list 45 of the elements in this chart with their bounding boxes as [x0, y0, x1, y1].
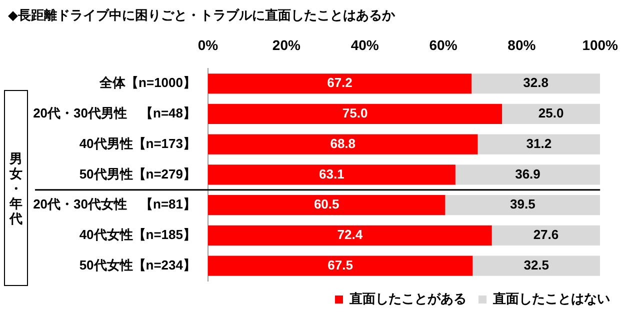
data-label: 27.6: [533, 227, 559, 242]
bar: [208, 134, 478, 154]
y-tick-label: 40代女性【n=185】: [79, 227, 196, 242]
bar: [445, 195, 600, 216]
bar: [472, 256, 600, 276]
data-label: 25.0: [538, 106, 564, 121]
data-label: 39.5: [510, 196, 536, 212]
data-label: 68.8: [330, 136, 356, 151]
bar: [471, 74, 600, 94]
y-tick-label: 40代男性【n=173】: [79, 136, 196, 151]
bar: [478, 134, 600, 154]
bar: [492, 225, 600, 246]
bar: [502, 104, 600, 124]
data-label: 67.2: [327, 75, 352, 90]
data-label: 31.2: [526, 136, 552, 151]
data-label: 32.5: [524, 257, 550, 272]
y-tick-label: 20代・30代女性 【n=81】: [33, 196, 196, 212]
bar: [208, 74, 472, 94]
bar: [208, 195, 446, 216]
data-label: 75.0: [342, 106, 368, 121]
x-tick-label: 40%: [350, 36, 380, 53]
y-tick-label: 20代・30代男性 【n=48】: [33, 106, 196, 121]
bar: [208, 225, 492, 246]
bar: [455, 164, 600, 185]
legend-label: 直面したことがある: [348, 291, 466, 306]
data-label: 67.5: [328, 257, 353, 272]
bar: [208, 256, 473, 276]
x-tick-label: 20%: [272, 36, 301, 53]
data-label: 32.8: [523, 75, 548, 90]
data-label: 63.1: [319, 166, 344, 182]
x-tick-label: 80%: [508, 36, 536, 53]
bar: [208, 164, 456, 185]
x-tick-label: 60%: [429, 36, 458, 53]
data-label: 72.4: [337, 227, 364, 242]
y-tick-label: 50代女性【n=234】: [79, 257, 196, 272]
legend-label: 直面したことはない: [492, 291, 610, 306]
text: 男女・年代: [10, 150, 22, 226]
bar: [208, 104, 502, 124]
y-tick-label: 全体【n=1000】: [98, 75, 196, 90]
y-tick-label: 50代男性【n=279】: [79, 166, 196, 182]
chart-title: ◆長距離ドライブ中に困りごと・トラブルに直面したことはあるか: [8, 7, 396, 22]
data-label: 36.9: [515, 166, 540, 182]
x-tick-label: 100%: [582, 36, 619, 53]
x-tick-label: 0%: [198, 36, 219, 53]
data-label: 60.5: [314, 196, 340, 212]
